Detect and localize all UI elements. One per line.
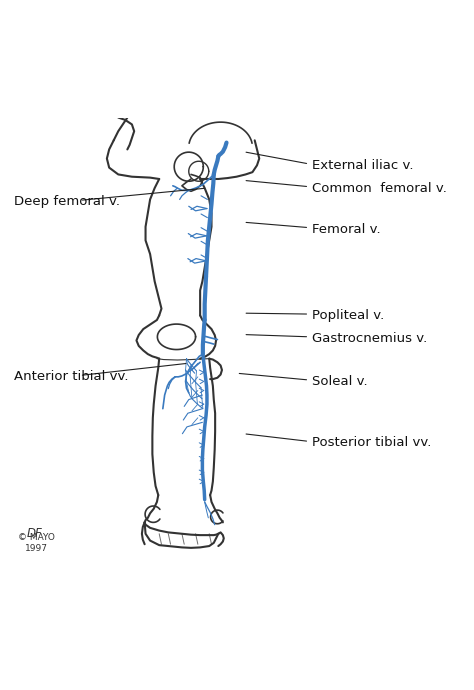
Text: DF: DF <box>26 527 42 540</box>
Text: External iliac v.: External iliac v. <box>311 159 413 172</box>
Text: Popliteal v.: Popliteal v. <box>311 309 384 322</box>
Text: Posterior tibial vv.: Posterior tibial vv. <box>311 436 431 449</box>
Text: © MAYO
1997: © MAYO 1997 <box>18 533 55 553</box>
Text: Deep femoral v.: Deep femoral v. <box>14 195 119 208</box>
Text: Anterior tibial vv.: Anterior tibial vv. <box>14 371 128 384</box>
Text: Soleal v.: Soleal v. <box>311 375 367 388</box>
Text: Gastrocnemius v.: Gastrocnemius v. <box>311 332 427 345</box>
Text: Common  femoral v.: Common femoral v. <box>311 181 447 195</box>
Text: Femoral v.: Femoral v. <box>311 222 380 235</box>
